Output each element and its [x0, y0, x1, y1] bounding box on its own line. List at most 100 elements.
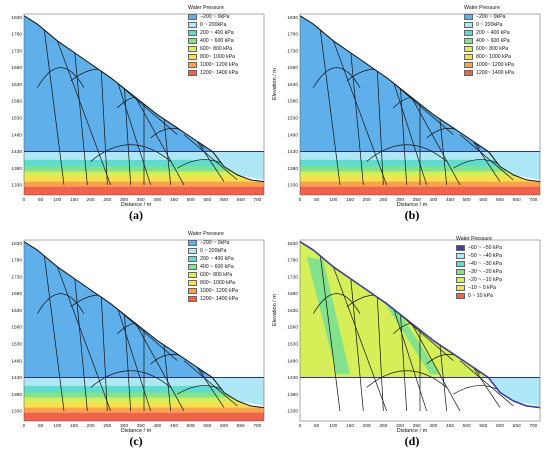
y-tick-label: 1380 [11, 392, 22, 398]
x-tick-label: 100 [53, 197, 61, 203]
legend-title: Water Pressure [188, 5, 224, 11]
joint-line [473, 141, 501, 182]
legend-swatch [188, 14, 197, 20]
joint-arc [90, 370, 171, 388]
x-tick-label: 50 [38, 423, 44, 429]
y-tick-label: 1780 [287, 258, 298, 264]
x-tick-label: 200 [87, 423, 95, 429]
x-tick-label: 700 [529, 197, 537, 203]
joint-arc [37, 67, 85, 88]
legend-swatch [188, 264, 197, 270]
y-tick-label: 1580 [287, 99, 298, 105]
legend-swatch [456, 245, 465, 251]
joint-line [43, 253, 65, 411]
legend-item: 200 ~ 400 kPa [464, 29, 514, 37]
joint-arc [366, 144, 447, 162]
x-tick-label: 550 [203, 423, 211, 429]
y-axis-label: Elevation / m [0, 294, 2, 326]
y-tick-label: 1480 [11, 132, 22, 138]
panel-caption: (a) [129, 208, 143, 222]
joint-line [133, 320, 185, 412]
x-tick-label: 0 [23, 423, 26, 429]
joint-arc [37, 293, 85, 314]
joint-arc [366, 370, 447, 388]
joint-line [73, 44, 88, 185]
joint-line [133, 94, 185, 186]
x-tick-label: 150 [70, 197, 78, 203]
legend-label: 1200~ 1400 kPa [200, 296, 238, 302]
joint-line [439, 119, 448, 185]
legend-swatch [456, 269, 465, 275]
legend-label: −20 ~ −10 kPa [468, 277, 502, 283]
reservoir-water [488, 151, 540, 180]
joint-line [333, 266, 387, 412]
legend-label: 200 ~ 400 kPa [200, 30, 234, 36]
legend-item: 400 ~ 600 kPa [188, 37, 238, 45]
y-tick-label: 1380 [287, 392, 298, 398]
x-tick-label: 100 [329, 197, 337, 203]
legend-label: −200 ~ 0kPa [200, 14, 230, 20]
y-tick-label: 1580 [287, 325, 298, 331]
x-tick-label: 700 [253, 197, 261, 203]
legend-item: 1200~ 1400 kPa [188, 295, 238, 303]
legend-swatch [188, 70, 197, 76]
legend: Water Pressure −200 ~ 0kPa 0 ~ 200kPa 200 ~… [188, 231, 238, 303]
legend-item: 1000~ 1200 kPa [188, 287, 238, 295]
reservoir-water [212, 151, 264, 180]
joint-line [349, 270, 364, 411]
x-tick-label: 600 [220, 197, 228, 203]
x-tick-label: 300 [396, 197, 404, 203]
x-tick-label: 650 [237, 197, 245, 203]
y-axis-label: Elevation / m [272, 68, 278, 100]
legend-title: Water Pressure [464, 5, 500, 11]
legend-label: 600~ 800 kPa [200, 46, 233, 52]
y-tick-label: 1430 [287, 149, 298, 155]
x-tick-label: 400 [429, 423, 437, 429]
x-tick-label: 350 [137, 423, 145, 429]
legend-swatch [188, 38, 197, 44]
y-tick-label: 1830 [287, 241, 298, 247]
legend-label: 0 ~ 10 kPa [468, 293, 493, 299]
x-tick-label: 150 [346, 197, 354, 203]
joint-line [57, 266, 111, 412]
legend-item: 1200~ 1400 kPa [188, 69, 238, 77]
y-tick-label: 1430 [11, 375, 22, 381]
x-tick-label: 50 [38, 197, 44, 203]
legend-label: 1000~ 1200 kPa [476, 62, 514, 68]
legend-item: 600~ 800 kPa [464, 45, 514, 53]
legend-swatch [188, 296, 197, 302]
y-tick-label: 1530 [287, 342, 298, 348]
joint-line [197, 367, 225, 408]
legend-item: −20 ~ −10 kPa [456, 276, 502, 284]
x-axis-label: Distance / m [396, 202, 428, 208]
legend-item: −200 ~ 0kPa [188, 239, 238, 247]
plot-frame [23, 239, 265, 422]
x-tick-label: 450 [446, 197, 454, 203]
y-tick-label: 1580 [11, 99, 22, 105]
joint-line [113, 70, 151, 186]
panel-c: 0 50 100 150 200 250 300 350 400 450 500 550 600 650 7… [0, 228, 270, 448]
x-tick-label: 0 [299, 423, 302, 429]
joint-line [376, 285, 384, 411]
joint-line [183, 360, 238, 407]
y-tick-label: 1580 [11, 325, 22, 331]
x-tick-label: 50 [314, 423, 320, 429]
joint-line [349, 44, 364, 185]
legend-swatch [188, 54, 197, 60]
x-tick-label: 600 [220, 423, 228, 429]
legend-swatch [188, 22, 197, 28]
legend-label: 800~ 1000 kPa [200, 280, 236, 286]
joint-line [163, 345, 172, 411]
x-tick-label: 0 [23, 197, 26, 203]
y-tick-label: 1730 [11, 48, 22, 54]
legend-item: 800~ 1000 kPa [464, 53, 514, 61]
y-tick-label: 1530 [287, 116, 298, 122]
legend-label: −40 ~ −30 kPa [468, 261, 502, 267]
x-tick-label: 300 [120, 423, 128, 429]
y-tick-label: 1680 [11, 291, 22, 297]
legend-swatch [464, 46, 473, 52]
y-tick-label: 1530 [11, 116, 22, 122]
legend-title: Water Pressure [188, 231, 224, 237]
legend-item: −60 ~ −50 kPa [456, 244, 502, 252]
x-tick-label: 250 [103, 197, 111, 203]
